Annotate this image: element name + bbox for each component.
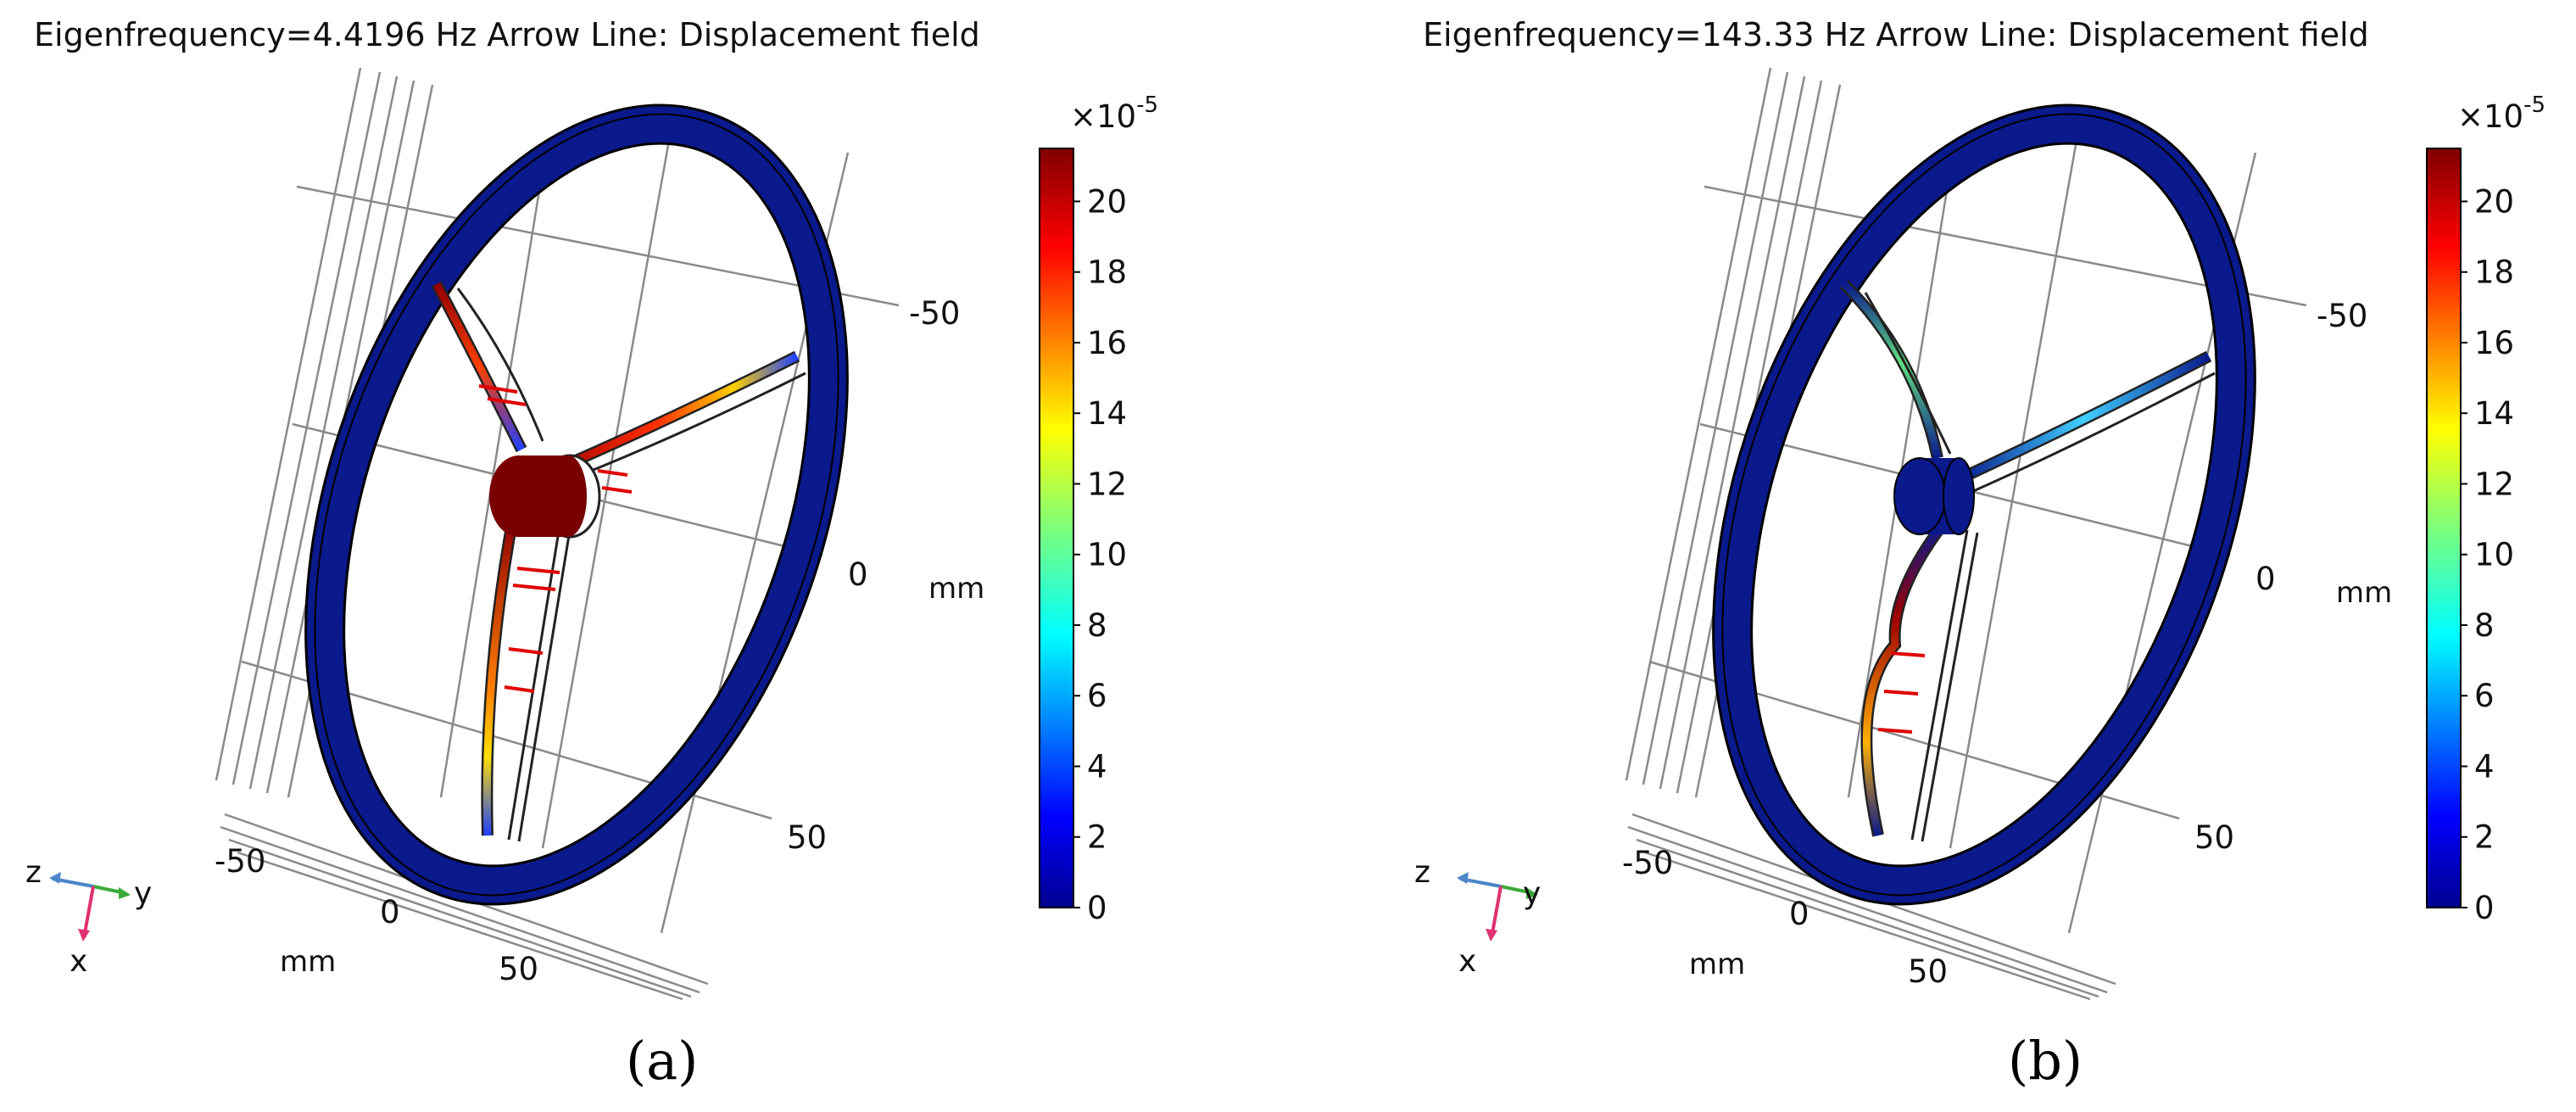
panel-a-hub bbox=[489, 454, 601, 539]
colorbar-tick-label: 4 bbox=[2474, 748, 2495, 785]
panel-b-bottom-tick-1: -50 bbox=[1622, 845, 1673, 881]
panel-b-depth-tick-3: 50 bbox=[2194, 819, 2234, 856]
svg-text:×10-5: ×10-5 bbox=[1070, 92, 1158, 135]
panel-b-colorbar-exponent: -5 bbox=[2523, 92, 2545, 118]
panel-b-depth-unit: mm bbox=[2336, 576, 2392, 610]
colorbar-tick-label: 6 bbox=[2474, 678, 2495, 714]
panel-a-arrows bbox=[478, 384, 633, 693]
colorbar-tick-label: 6 bbox=[1087, 678, 1107, 714]
panel-a-title: Eigenfrequency=4.4196 Hz Arrow Line: Dis… bbox=[34, 16, 980, 53]
panel-a-triad-z: z bbox=[25, 855, 42, 890]
colorbar-tick-label: 4 bbox=[1087, 748, 1107, 785]
colorbar-tick-label: 2 bbox=[1087, 819, 1107, 856]
colorbar-tick-label: 0 bbox=[2474, 890, 2495, 926]
colorbar-tick-label: 14 bbox=[1087, 395, 1127, 432]
colorbar-tick-label: 10 bbox=[2474, 537, 2514, 573]
colorbar-tick-label: 16 bbox=[1087, 325, 1127, 361]
colorbar-tick-label: 8 bbox=[1087, 607, 1107, 644]
panel-b-triad-z: z bbox=[1414, 855, 1430, 890]
colorbar-tick-label: 14 bbox=[2474, 395, 2514, 432]
panel-b: Eigenfrequency=143.33 Hz Arrow Line: Dis… bbox=[1414, 16, 2545, 1092]
panel-a-bottom-tick-3: 50 bbox=[499, 951, 538, 987]
panel-a-caption: (a) bbox=[626, 1030, 698, 1092]
panel-a-bottom-tick-2: 0 bbox=[380, 894, 400, 930]
panel-b-triad-y: y bbox=[1523, 876, 1541, 911]
panel-a-depth-tick-1: -50 bbox=[909, 295, 960, 332]
panel-b-axis-triad: z y x bbox=[1414, 855, 1541, 979]
colorbar-tick-label: 18 bbox=[1087, 254, 1127, 291]
panel-b-bottom-tick-2: 0 bbox=[1789, 896, 1809, 932]
colorbar-tick-label: 12 bbox=[2474, 466, 2514, 502]
colorbar-tick-label: 18 bbox=[2474, 254, 2514, 291]
panel-a-triad-x: x bbox=[70, 944, 87, 979]
panel-a-axis-triad: z y x bbox=[25, 855, 152, 979]
colorbar-tick-label: 0 bbox=[1087, 890, 1107, 926]
panel-b-bottom-unit: mm bbox=[1689, 947, 1745, 981]
colorbar-tick-label: 10 bbox=[1087, 537, 1127, 573]
panel-b-colorbar-exp-base: ×10 bbox=[2457, 98, 2523, 135]
panel-a-colorbar-exponent: -5 bbox=[1136, 92, 1158, 118]
colorbar-tick-label: 12 bbox=[1087, 466, 1127, 502]
colorbar-tick-label: 2 bbox=[2474, 819, 2495, 856]
panel-a-depth-tick-2: 0 bbox=[848, 556, 868, 593]
panel-b-hub bbox=[1893, 457, 1975, 535]
colorbar-tick-label: 20 bbox=[2474, 183, 2514, 220]
panel-a-bottom-unit: mm bbox=[280, 945, 336, 979]
panel-b-triad-x: x bbox=[1458, 944, 1476, 979]
panel-a: Eigenfrequency=4.4196 Hz Arrow Line: Dis… bbox=[25, 16, 1158, 1092]
svg-text:×10-5: ×10-5 bbox=[2457, 92, 2545, 135]
panel-b-bottom-tick-3: 50 bbox=[1908, 953, 1948, 990]
panel-b-title: Eigenfrequency=143.33 Hz Arrow Line: Dis… bbox=[1423, 16, 2369, 53]
colorbar-tick-label: 16 bbox=[2474, 325, 2514, 361]
colorbar-tick-label: 8 bbox=[2474, 607, 2495, 644]
panel-a-rim bbox=[304, 103, 849, 906]
panel-b-depth-tick-1: -50 bbox=[2317, 298, 2367, 334]
colorbar-tick-label: 20 bbox=[1087, 183, 1127, 220]
panel-a-colorbar-exp-base: ×10 bbox=[1070, 98, 1136, 135]
panel-b-arrows bbox=[1877, 651, 1926, 734]
panel-a-depth-tick-3: 50 bbox=[787, 819, 827, 856]
panel-a-triad-y: y bbox=[134, 876, 152, 911]
panel-b-depth-tick-2: 0 bbox=[2255, 561, 2276, 597]
panel-a-bottom-tick-1: -50 bbox=[215, 843, 265, 880]
panel-b-rim bbox=[1712, 103, 2256, 906]
panel-a-depth-unit: mm bbox=[928, 572, 984, 606]
panel-b-caption: (b) bbox=[2008, 1030, 2083, 1092]
panel-b-spokes bbox=[1840, 280, 2216, 842]
